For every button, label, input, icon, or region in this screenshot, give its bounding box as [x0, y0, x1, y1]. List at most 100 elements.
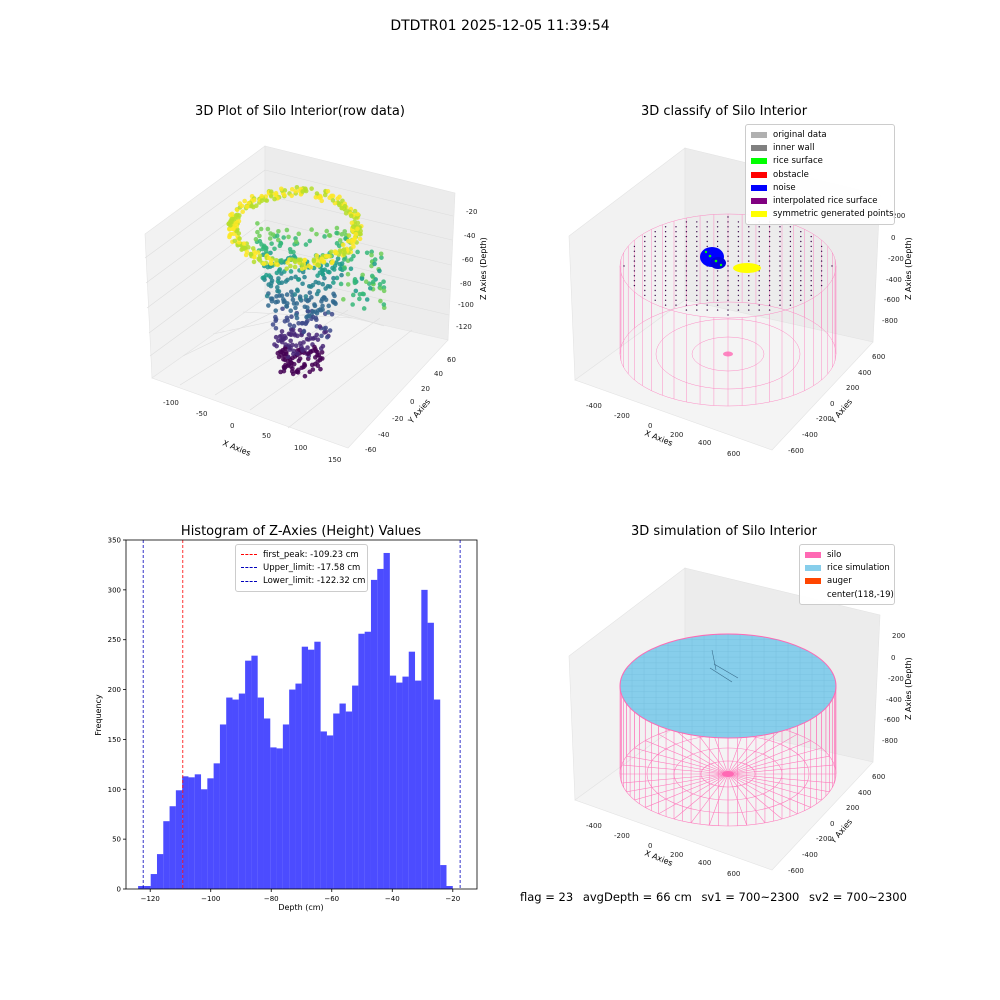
surface-point [800, 265, 802, 267]
scatter-point [261, 245, 267, 250]
hist-bar [219, 724, 227, 889]
surface-point [685, 235, 688, 238]
surface-point [654, 294, 656, 297]
hist-bar [370, 579, 378, 889]
svg-text:-800: -800 [882, 737, 898, 745]
hist-x-tick: −20 [445, 895, 460, 903]
hist-bar [245, 660, 252, 889]
surface-point [664, 299, 667, 301]
legend-entry: noise [751, 181, 889, 194]
surface-point [748, 304, 750, 306]
svg-text:-400: -400 [886, 696, 902, 704]
hist-x-ticks: −120 −100 −80 −60 −40 −20 [141, 889, 460, 903]
surface-point [633, 265, 636, 267]
surface-point [758, 255, 760, 257]
scatter-point [244, 204, 250, 210]
scatter-point [284, 292, 290, 297]
scatter-point [255, 229, 260, 235]
surface-point [789, 294, 792, 297]
surface-point [748, 284, 750, 287]
scatter-point [266, 255, 272, 261]
surface-point [748, 235, 750, 238]
svg-text:200: 200 [846, 384, 859, 392]
scatter-point [358, 231, 363, 237]
hist-bar [144, 886, 151, 889]
surface-point [696, 289, 698, 292]
scatter-point [303, 188, 309, 194]
scatter-point [320, 343, 326, 349]
surface-point [737, 284, 740, 287]
surface-point [727, 270, 729, 272]
scatter-point [273, 334, 279, 340]
svg-text:600: 600 [872, 353, 885, 361]
hist-bar [415, 680, 422, 889]
legend-entry: original data [751, 128, 889, 141]
scatter-point [299, 262, 305, 268]
scatter-point [287, 347, 292, 352]
scatter-point [233, 213, 239, 218]
surface-point [644, 240, 646, 243]
scatter-point [275, 299, 281, 304]
silo-spoke [727, 773, 798, 815]
surface-point [727, 250, 729, 252]
scatter-point [335, 256, 341, 262]
raw-y-tick: 60 [447, 356, 456, 364]
scatter-point [359, 276, 365, 282]
legend-swatch [241, 580, 257, 582]
hist-bar [339, 703, 346, 889]
status-flag: flag = 23 [520, 890, 574, 904]
scatter-point [273, 190, 279, 196]
scatter-point [319, 350, 325, 355]
hist-bar [433, 699, 441, 889]
surface-point [706, 270, 708, 272]
scatter-point [338, 281, 344, 287]
surface-point [664, 289, 667, 292]
scatter-point [381, 288, 387, 294]
surface-point [727, 235, 729, 238]
scatter-point [265, 226, 271, 232]
surface-point [748, 260, 750, 262]
surface-point [800, 250, 802, 252]
scatter-point [300, 346, 305, 352]
legend-label: first_peak: -109.23 cm [263, 549, 359, 560]
surface-point [644, 275, 646, 277]
silo-spoke [645, 740, 729, 775]
surface-point [768, 226, 771, 228]
scatter-point [367, 285, 373, 291]
surface-point [789, 226, 792, 228]
hist-y-tick: 200 [108, 686, 121, 694]
scatter-point [307, 369, 313, 375]
raw-y-tick: -40 [378, 431, 389, 439]
hist-bar [201, 789, 208, 889]
surface-point [737, 255, 740, 257]
scatter-point [303, 294, 309, 299]
surface-point [748, 250, 750, 252]
scatter-point [309, 362, 315, 368]
surface-point [768, 289, 771, 292]
silo-spoke [727, 728, 783, 775]
surface-point [644, 289, 646, 292]
scatter-point [274, 258, 279, 263]
legend-swatch [805, 592, 821, 598]
surface-point [716, 289, 719, 292]
scatter-point [285, 358, 291, 364]
surface-point [664, 255, 667, 257]
surface-point [737, 245, 740, 248]
surface-point [696, 299, 698, 301]
scatter-point [330, 198, 336, 203]
hist-y-ticks: 0 50 100 150 200 250 300 350 [108, 537, 126, 894]
simulation-plot-title: 3D simulation of Silo Interior [631, 524, 817, 539]
scatter-point [290, 366, 295, 371]
legend-swatch [751, 144, 767, 151]
surface-point [737, 275, 740, 277]
scatter-point [275, 262, 281, 268]
surface-point [644, 294, 646, 297]
scatter-point [333, 301, 338, 307]
scatter-point [279, 329, 285, 334]
scatter-point [246, 245, 251, 250]
scatter-point [268, 193, 274, 199]
surface-point [654, 240, 656, 243]
raw-z-label: Z Axies (Depth) [479, 237, 488, 300]
scatter-point [283, 351, 289, 357]
legend-swatch [751, 211, 767, 218]
